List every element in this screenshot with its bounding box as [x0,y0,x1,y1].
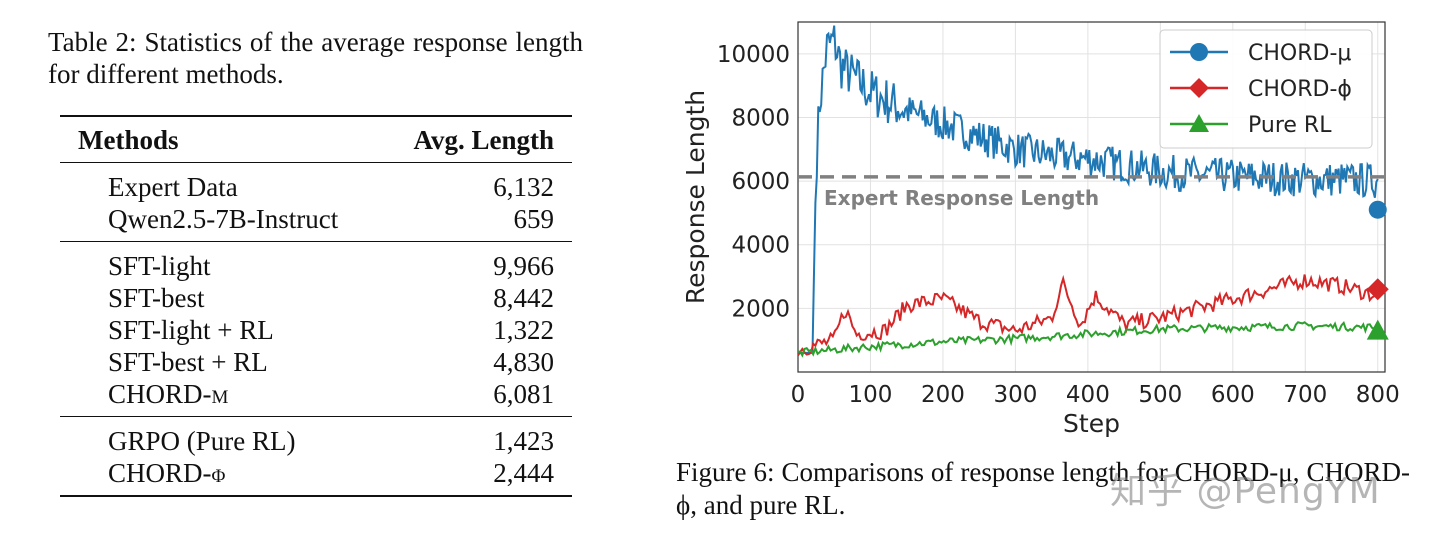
method-cell: SFT-best [108,283,205,313]
marker-circle [1368,200,1387,219]
legend-marker [1190,43,1208,61]
table-row: Qwen2.5-7B-Instruct 659 [60,203,572,242]
x-tick-label: 700 [1283,382,1327,408]
legend-label: CHORD-ϕ [1248,77,1352,102]
reference-line-label: Expert Response Length [824,186,1099,210]
x-tick-label: 0 [791,382,806,408]
value-cell: 1,322 [493,315,554,345]
value-cell: 8,442 [493,283,554,313]
legend-box [1159,29,1373,149]
series-line-1 [797,274,1378,356]
method-cell: SFT-best + RL [108,347,268,377]
y-tick-label: 2000 [731,296,790,322]
x-axis-label: Step [1063,409,1120,438]
header-methods: Methods [78,125,179,155]
chart-svg: 0 100 200 300 400 500 600 700 800 2000 4000 6000 800… [681,21,1400,438]
y-tick-label: 4000 [731,233,790,259]
watermark: 知乎 @PengYM [1110,471,1381,512]
value-cell: 659 [513,204,555,234]
y-tick-label: 8000 [731,105,790,131]
marker-triangle [1366,319,1389,340]
table-row: CHORD-μ 6,081 [60,378,572,417]
value-cell: 6,081 [493,379,554,409]
method-cell: Expert Data [108,172,238,202]
y-axis-label: Response Length [681,90,710,304]
table-row: SFT-best + RL 4,830 [60,346,572,378]
table-row: Expert Data 6,132 [60,162,572,204]
table-caption: Table 2: Statistics of the average respo… [48,27,583,89]
marker-diamond [1366,278,1389,301]
x-tick-label: 100 [849,382,893,408]
table-row: SFT-light 9,966 [60,241,572,283]
value-cell: 2,444 [493,458,554,488]
value-cell: 6,132 [493,172,554,202]
series-line-0 [798,25,1379,354]
header-avg-length: Avg. Length [413,125,554,155]
x-tick-label: 500 [1138,382,1182,408]
x-tick-label: 600 [1211,382,1255,408]
series-line-2 [797,320,1377,358]
value-cell: 9,966 [493,251,554,281]
legend-label: CHORD-μ [1248,41,1351,66]
stats-table: Methods Avg. Length Expert Data 6,132 Qwen… [60,115,572,497]
method-cell: Qwen2.5-7B-Instruct [108,204,339,234]
plot-frame [797,21,1386,373]
method-cell: GRPO (Pure RL) [108,426,296,456]
method-cell: SFT-light + RL [108,315,274,345]
legend-label: Pure RL [1248,113,1332,138]
table-row: CHORD-ϕ 2,444 [60,457,572,496]
table-row: SFT-best 8,442 [60,282,572,314]
method-cell: CHORD-μ [108,379,229,409]
x-tick-label: 200 [921,382,965,408]
method-cell: CHORD-ϕ [108,458,226,488]
y-tick-label: 10000 [717,42,790,68]
legend-marker [1189,78,1209,98]
table-row: GRPO (Pure RL) 1,423 [60,416,572,458]
value-cell: 4,830 [493,347,554,377]
figure-caption: Figure 6: Comparisons of response length… [676,457,1410,520]
x-tick-label: 300 [993,382,1037,408]
response-length-chart: 0 100 200 300 400 500 600 700 800 2000 4000 6000 800… [670,10,1410,440]
x-tick-label: 400 [1066,382,1110,408]
method-cell: SFT-light [108,251,211,281]
y-tick-label: 6000 [731,169,790,195]
table-row: SFT-light + RL 1,322 [60,314,572,346]
legend-marker [1189,114,1209,132]
x-tick-label: 800 [1356,382,1400,408]
value-cell: 1,423 [493,426,554,456]
